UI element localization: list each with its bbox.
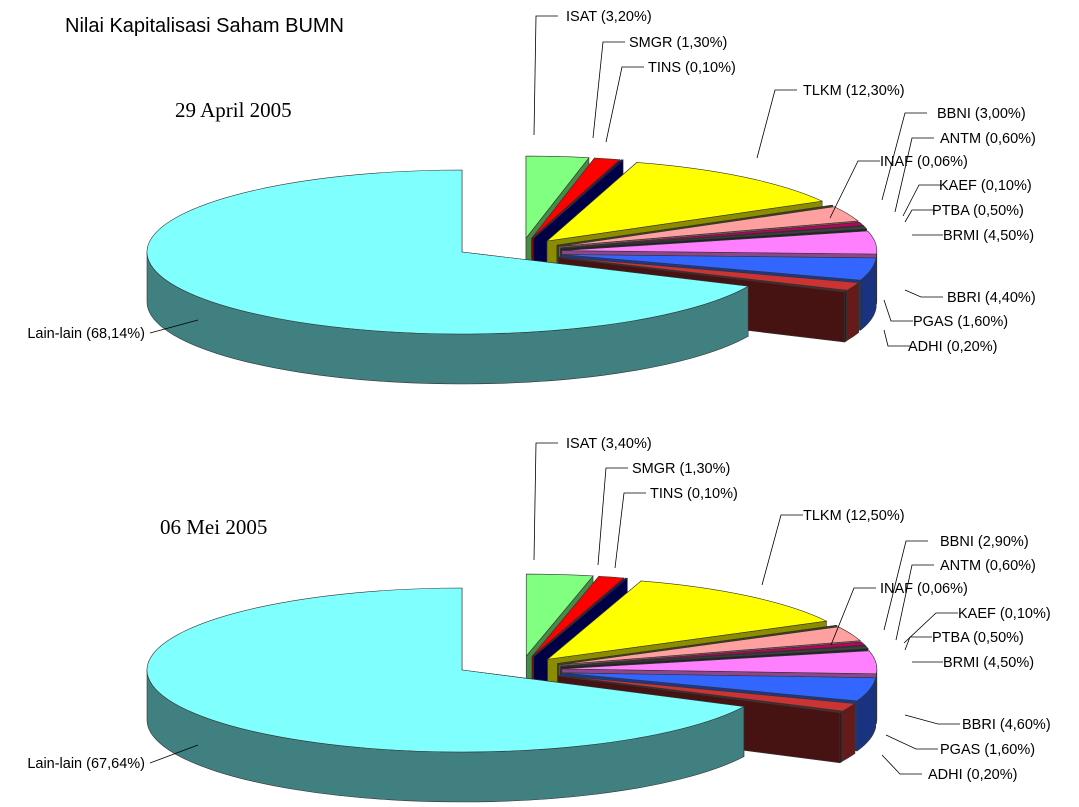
leader-line-ptba [904, 209, 934, 223]
leader-line-tins [614, 492, 646, 569]
leader-line-isat [533, 15, 558, 136]
pie-chart-1: ISAT (3,20%) SMGR (1,30%) TINS (0,10%) TLKM… [27, 9, 1036, 385]
slice-label-lainlain: Lain-lain (68,14%) [27, 326, 145, 342]
slice-label-inaf: INAF (0,06%) [880, 581, 968, 597]
leader-line-adhi [881, 754, 922, 775]
slice-label-ptba: PTBA (0,50%) [932, 203, 1024, 219]
leader-line-lainlain [149, 744, 199, 764]
leader-line-smgr [597, 467, 628, 566]
slice-label-bbni: BBNI (2,90%) [940, 534, 1029, 550]
leader-line-tins [605, 66, 644, 143]
slice-label-tins: TINS (0,10%) [648, 60, 736, 76]
leader-line-bbni [883, 540, 928, 631]
pie-slice-lain-lain [146, 587, 745, 803]
leader-line-antm [895, 564, 934, 641]
leader-line-pgas [883, 299, 913, 322]
pie-chart-2: ISAT (3,40%) SMGR (1,30%) TINS (0,10%) TLKM… [27, 436, 1051, 803]
slice-label-adhi: ADHI (0,20%) [908, 339, 997, 355]
slice-label-pgas: PGAS (1,60%) [940, 742, 1035, 758]
slice-label-kaef: KAEF (0,10%) [958, 606, 1051, 622]
slice-label-smgr: SMGR (1,30%) [632, 461, 730, 477]
slice-label-lainlain: Lain-lain (67,64%) [27, 756, 145, 772]
slice-label-inaf: INAF (0,06%) [880, 154, 968, 170]
leader-line-kaef [902, 184, 941, 217]
slice-label-tins: TINS (0,10%) [650, 486, 738, 502]
slice-label-antm: ANTM (0,60%) [940, 131, 1036, 147]
slice-label-isat: ISAT (3,40%) [566, 436, 652, 452]
slice-label-kaef: KAEF (0,10%) [939, 178, 1032, 194]
leader-line-inaf [830, 587, 876, 646]
leader-line-tlkm [761, 514, 803, 586]
leader-line-smgr [592, 41, 625, 139]
leader-line-lainlain [149, 319, 199, 334]
slice-label-tlkm: TLKM (12,30%) [803, 83, 905, 99]
leader-line-bbni [881, 112, 927, 201]
slice-label-isat: ISAT (3,20%) [566, 9, 652, 25]
leader-line-pgas [885, 734, 938, 750]
chart-2-subtitle: 06 Mei 2005 [160, 515, 268, 539]
chart-1-subtitle: 29 April 2005 [175, 98, 292, 122]
slice-label-smgr: SMGR (1,30%) [629, 35, 727, 51]
slice-label-brmi: BRMI (4,50%) [943, 228, 1034, 244]
leader-line-bbri [904, 714, 960, 725]
leader-line-kaef [903, 612, 958, 644]
slice-label-ptba: PTBA (0,50%) [932, 630, 1024, 646]
slice-label-bbri: BBRI (4,60%) [962, 717, 1051, 733]
slice-label-bbni: BBNI (3,00%) [937, 106, 1026, 122]
slice-label-pgas: PGAS (1,60%) [913, 314, 1008, 330]
slice-label-brmi: BRMI (4,50%) [943, 655, 1034, 671]
leader-line-ptba [904, 636, 932, 651]
leader-line-bbri [904, 289, 943, 298]
leader-line-inaf [829, 160, 880, 219]
leader-line-adhi [883, 329, 910, 347]
page-title: Nilai Kapitalisasi Saham BUMN [65, 15, 344, 37]
leader-line-tlkm [756, 89, 797, 159]
leader-line-isat [533, 442, 558, 561]
slice-label-antm: ANTM (0,60%) [940, 558, 1036, 574]
pie-slice-lain-lain [146, 169, 750, 385]
leader-line-antm [894, 137, 934, 213]
slice-label-adhi: ADHI (0,20%) [928, 767, 1017, 783]
slice-label-tlkm: TLKM (12,50%) [803, 508, 905, 524]
slice-label-bbri: BBRI (4,40%) [947, 290, 1036, 306]
